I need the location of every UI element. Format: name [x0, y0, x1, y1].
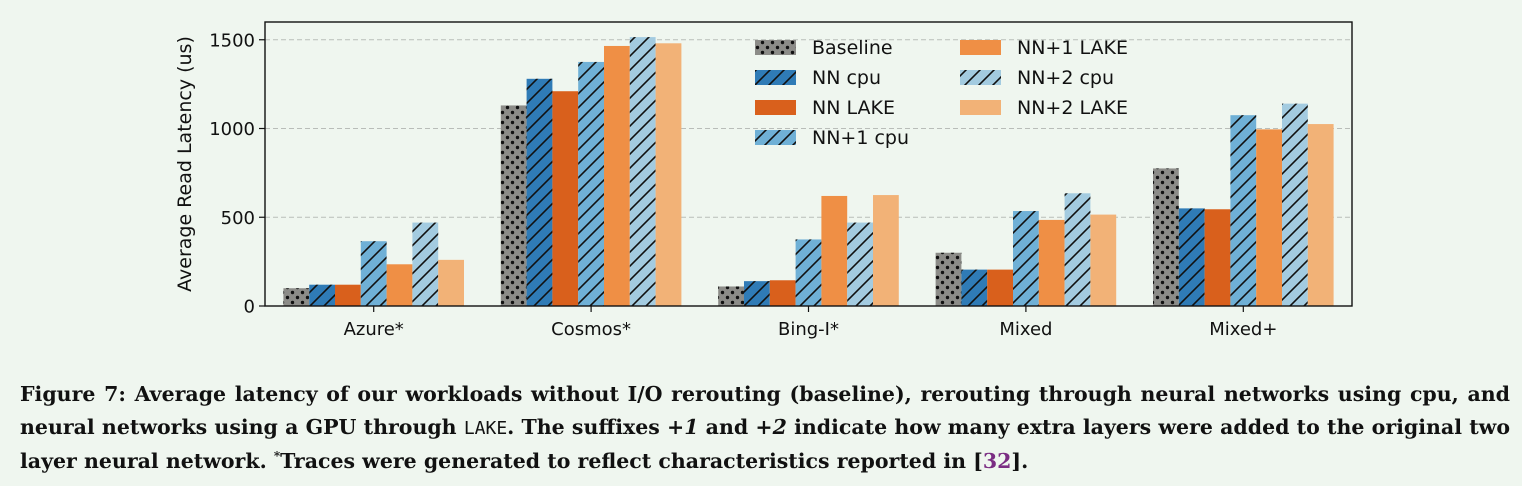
legend-label: Baseline	[812, 37, 893, 59]
legend-swatch	[960, 40, 1001, 55]
bar-pattern	[1178, 208, 1205, 306]
y-tick-label: 0	[244, 297, 255, 318]
legend-label: NN+2 cpu	[1017, 67, 1114, 89]
legend-swatch	[755, 100, 796, 115]
bar-pattern	[1013, 211, 1039, 306]
caption-plus1: +1	[667, 415, 699, 439]
bar-pattern	[1153, 168, 1179, 306]
x-tick-label: Mixed	[999, 319, 1052, 340]
bar-chart: 0 500 1000 1500 Azure* Cosmos* Bing-I* Mixed Mi…	[174, 21, 1353, 340]
bar-nn-2-lake-bing-i-	[873, 195, 899, 306]
caption-text-1: Average latency of our workloads without…	[20, 382, 1510, 439]
bar-nn-2-lake-azure-	[438, 259, 464, 306]
bar-nn-lake-mixed	[987, 269, 1013, 306]
caption-plus2: +2	[755, 415, 787, 439]
bar-pattern	[718, 286, 744, 306]
bar-nn-1-lake-azure-	[386, 264, 413, 306]
legend-swatch	[960, 100, 1001, 115]
bar-pattern	[412, 222, 439, 306]
caption-text-5: Traces were generated to reflect charact…	[280, 449, 983, 473]
bar-pattern	[847, 222, 873, 306]
grid-lines	[265, 39, 1352, 218]
bar-pattern	[795, 239, 822, 306]
bar-nn-lake-mixed-	[1204, 209, 1231, 306]
caption-text-6: ].	[1011, 449, 1029, 473]
bar-pattern	[360, 241, 387, 306]
bar-pattern	[744, 281, 770, 306]
legend-swatch-pattern	[755, 130, 796, 145]
legend-swatch-pattern	[755, 70, 796, 85]
bar-pattern	[1230, 115, 1257, 306]
bar-nn-1-lake-cosmos-	[604, 45, 630, 307]
caption-text-3: and	[698, 415, 756, 439]
bar-nn-1-lake-mixed	[1038, 219, 1065, 306]
caption-figure-label: Figure 7:	[20, 382, 126, 406]
bar-pattern	[578, 61, 604, 306]
caption-text-4: indicate how many extra layers were adde…	[20, 415, 1511, 473]
caption-reference-link[interactable]: 32	[982, 449, 1012, 473]
bar-pattern	[1064, 193, 1091, 306]
bars	[283, 37, 1334, 307]
y-tick-label: 1500	[209, 30, 255, 51]
bar-pattern	[526, 78, 553, 306]
y-tick-label: 1000	[209, 119, 255, 140]
legend-label: NN LAKE	[812, 97, 895, 119]
bar-pattern	[961, 269, 988, 306]
x-tick-label: Mixed+	[1209, 319, 1277, 340]
legend-swatch-pattern	[960, 70, 1001, 85]
legend-label: NN+1 cpu	[812, 127, 909, 149]
bar-nn-2-lake-mixed-	[1307, 124, 1334, 306]
legend-label: NN cpu	[812, 67, 881, 89]
bar-pattern	[309, 284, 335, 306]
caption-lake: LAKE	[463, 418, 508, 439]
caption-star: *	[273, 449, 281, 464]
bar-nn-lake-azure-	[335, 284, 361, 306]
legend-label: NN+1 LAKE	[1017, 37, 1128, 59]
figure-caption: Figure 7: Average latency of our workloa…	[20, 378, 1510, 478]
bar-nn-lake-cosmos-	[552, 91, 579, 306]
bar-pattern	[283, 288, 310, 306]
x-tick-label: Bing-I*	[778, 319, 839, 340]
legend-label: NN+2 LAKE	[1017, 97, 1128, 119]
x-axis: Azure* Cosmos* Bing-I* Mixed Mixed+	[344, 306, 1277, 340]
bar-nn-2-lake-cosmos-	[655, 43, 682, 307]
y-axis-label: Average Read Latency (us)	[174, 36, 196, 292]
y-tick-label: 500	[221, 208, 255, 229]
bar-pattern	[500, 105, 527, 306]
x-tick-label: Azure*	[344, 319, 404, 340]
legend-swatch-pattern	[755, 40, 796, 55]
caption-text-2: . The suffixes	[507, 415, 668, 439]
bar-nn-lake-bing-i-	[769, 280, 796, 306]
bar-nn-2-lake-mixed	[1090, 214, 1117, 306]
bar-pattern	[629, 37, 656, 307]
bar-pattern	[935, 252, 962, 306]
x-tick-label: Cosmos*	[551, 319, 631, 340]
bar-pattern	[1282, 103, 1308, 307]
bar-nn-1-lake-mixed-	[1256, 129, 1282, 306]
legend: Baseline NN cpu NN LAKE NN+1 cpu NN+1 LAKE NN…	[755, 37, 1128, 149]
y-axis: 0 500 1000 1500	[209, 30, 265, 318]
bar-nn-1-lake-bing-i-	[821, 195, 848, 306]
